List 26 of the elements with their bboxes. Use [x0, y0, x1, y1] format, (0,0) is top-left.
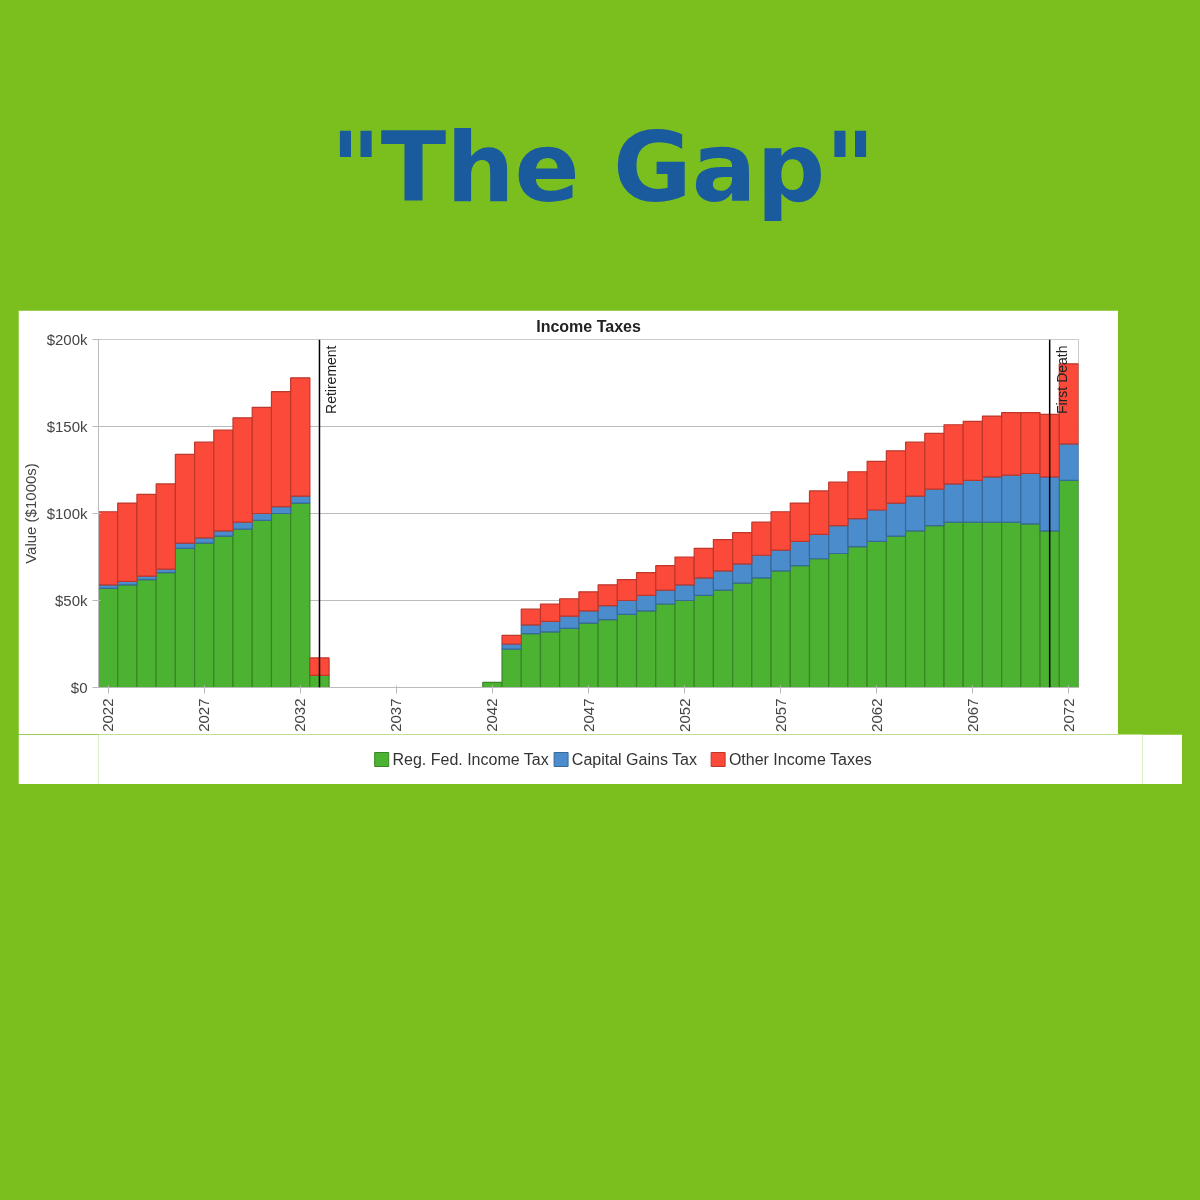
bar — [309, 657, 330, 676]
ref-line-label: Retirement — [323, 345, 340, 414]
y-tick-label: $50k — [54, 592, 88, 609]
x-tick-label: 2022 — [99, 698, 117, 732]
legend-label: Reg. Fed. Income Tax — [392, 751, 549, 768]
x-tick-label: 2072 — [1059, 698, 1077, 732]
y-tick-label: $200k — [46, 331, 88, 348]
y-tick-label: $150k — [46, 418, 88, 435]
x-tick-label: 2027 — [195, 698, 213, 732]
x-tick-label: 2042 — [483, 698, 501, 732]
chart-subtitle: Income Taxes — [536, 317, 641, 335]
x-tick-label: 2057 — [771, 698, 789, 732]
x-tick-label: 2067 — [963, 698, 981, 732]
y-axis-title: Value ($1000s) — [21, 463, 39, 564]
chart-title: "The Gap" — [330, 111, 876, 226]
x-tick-label: 2037 — [387, 698, 405, 732]
x-tick-label: 2032 — [291, 698, 309, 732]
x-tick-label: 2047 — [579, 698, 597, 732]
legend-label: Capital Gains Tax — [571, 751, 697, 768]
y-tick-label: $100k — [46, 505, 88, 522]
x-tick-label: 2052 — [675, 698, 693, 732]
y-tick-label: $0 — [70, 679, 88, 696]
bar — [501, 634, 522, 645]
ref-line-label: First Death — [1053, 345, 1070, 414]
x-tick-label: 2062 — [867, 698, 885, 732]
legend-label: Other Income Taxes — [728, 751, 872, 768]
